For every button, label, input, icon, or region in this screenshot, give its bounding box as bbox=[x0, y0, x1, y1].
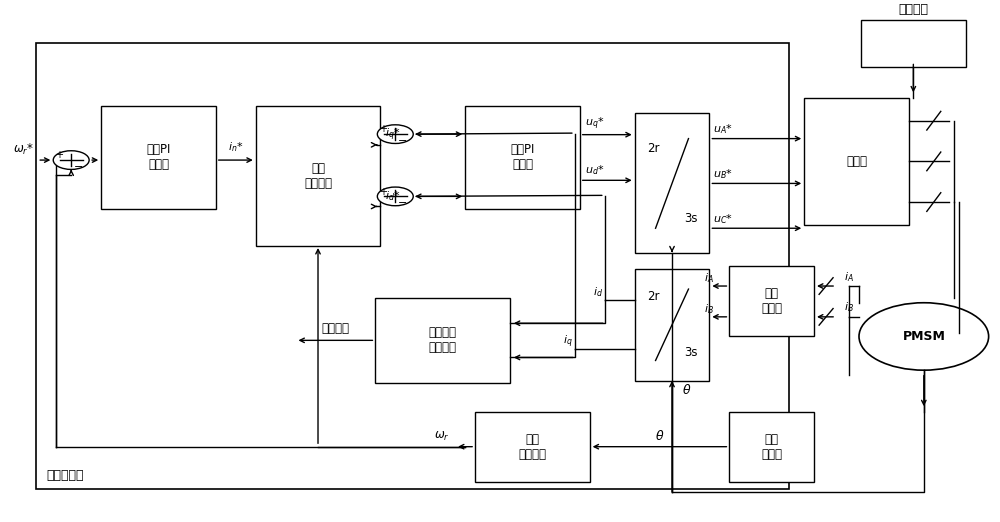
Text: 速度PI
调节器: 速度PI 调节器 bbox=[146, 144, 171, 172]
Text: $i_B$: $i_B$ bbox=[704, 302, 714, 316]
Circle shape bbox=[53, 151, 89, 170]
Text: 电流PI
调节器: 电流PI 调节器 bbox=[510, 144, 535, 172]
Text: 处理器模块: 处理器模块 bbox=[46, 469, 84, 482]
Text: 电流
指令模块: 电流 指令模块 bbox=[304, 162, 332, 189]
Text: 逆变器: 逆变器 bbox=[846, 155, 867, 168]
Text: 2r: 2r bbox=[647, 290, 660, 303]
Text: 2r: 2r bbox=[647, 142, 660, 155]
Text: $u_C$*: $u_C$* bbox=[713, 212, 733, 226]
Bar bbox=[861, 20, 966, 67]
Bar bbox=[256, 105, 380, 246]
Text: +: + bbox=[55, 150, 63, 160]
Circle shape bbox=[377, 125, 413, 144]
Text: 电流
传感器: 电流 传感器 bbox=[761, 288, 782, 315]
Text: 3s: 3s bbox=[684, 212, 697, 225]
Circle shape bbox=[859, 303, 989, 370]
Bar bbox=[375, 298, 510, 383]
Text: $i_d$*: $i_d$* bbox=[385, 189, 401, 203]
Text: $u_B$*: $u_B$* bbox=[713, 167, 733, 181]
Text: 缺相故障
诊断模块: 缺相故障 诊断模块 bbox=[429, 326, 457, 354]
Bar bbox=[729, 266, 814, 337]
Bar bbox=[101, 105, 216, 209]
Text: $u_q$*: $u_q$* bbox=[585, 116, 604, 133]
Text: 缺相信号: 缺相信号 bbox=[321, 323, 349, 336]
Bar bbox=[475, 412, 590, 482]
Text: $u_A$*: $u_A$* bbox=[713, 122, 733, 136]
Text: +: + bbox=[379, 187, 387, 197]
Text: −: − bbox=[74, 162, 83, 172]
Text: +: + bbox=[379, 124, 387, 135]
Text: $i_q$*: $i_q$* bbox=[385, 126, 401, 143]
Text: 位置
传感器: 位置 传感器 bbox=[761, 433, 782, 461]
Bar bbox=[804, 98, 909, 225]
Text: $i_A$: $i_A$ bbox=[704, 271, 714, 285]
Text: 直流电压: 直流电压 bbox=[898, 3, 928, 16]
Text: PMSM: PMSM bbox=[902, 330, 945, 343]
Text: −: − bbox=[398, 198, 407, 208]
Circle shape bbox=[377, 187, 413, 206]
Text: $u_d$*: $u_d$* bbox=[585, 163, 604, 177]
Text: $\theta$: $\theta$ bbox=[655, 429, 664, 443]
Text: $i_q$: $i_q$ bbox=[563, 334, 573, 350]
Bar bbox=[635, 113, 709, 254]
Bar bbox=[465, 105, 580, 209]
Text: $\theta$: $\theta$ bbox=[682, 383, 691, 397]
Text: $\omega_r$: $\omega_r$ bbox=[434, 430, 450, 443]
Text: 3s: 3s bbox=[684, 346, 697, 359]
Text: 速度
计算模块: 速度 计算模块 bbox=[518, 433, 546, 461]
Text: $i_B$: $i_B$ bbox=[844, 301, 854, 314]
Text: $i_n$*: $i_n$* bbox=[228, 140, 244, 154]
Text: $i_d$: $i_d$ bbox=[593, 286, 603, 299]
Bar bbox=[635, 269, 709, 381]
Text: −: − bbox=[398, 136, 407, 146]
Bar bbox=[729, 412, 814, 482]
Text: $\omega_r$*: $\omega_r$* bbox=[13, 142, 34, 157]
Bar bbox=[36, 43, 789, 490]
Text: $i_A$: $i_A$ bbox=[844, 270, 854, 283]
